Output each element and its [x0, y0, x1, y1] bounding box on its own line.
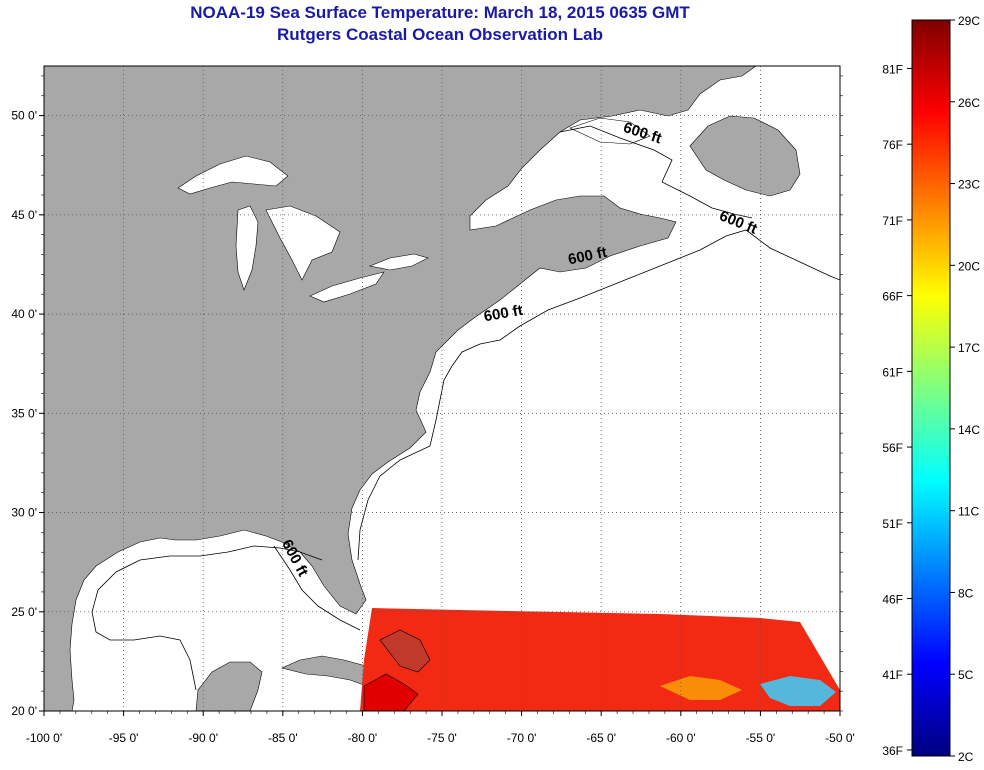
colorbar-f-label: 56F — [882, 441, 903, 455]
colorbar-ramp — [911, 19, 951, 757]
lat-tick-label: 45 0' — [11, 208, 37, 222]
contour-label-600ft: 600 ft — [483, 302, 525, 326]
sst-swath — [360, 608, 840, 711]
colorbar-f-label: 36F — [882, 744, 903, 758]
lon-tick-label: -55 0' — [746, 731, 776, 745]
shelf-contour-gulf — [91, 545, 323, 691]
lake-superior — [177, 155, 289, 195]
map-title: NOAA-19 Sea Surface Temperature: March 1… — [40, 2, 840, 46]
shelf-contour-florida — [273, 545, 361, 631]
colorbar-f-label: 71F — [882, 214, 903, 228]
lake-erie — [309, 271, 385, 303]
colorbar-f-label: 51F — [882, 517, 903, 531]
colorbar-f-label: 61F — [882, 365, 903, 379]
colorbar-c-label: 26C — [958, 96, 980, 110]
latitude-axis: 20 0' 25 0' 30 0' 35 0' 40 0' 45 0' 50 0' — [11, 75, 843, 718]
lon-tick-label: -65 0' — [586, 731, 616, 745]
colorbar-c-label: 11C — [958, 505, 979, 519]
landmass-north-america — [44, 66, 757, 711]
colorbar-c-label: 5C — [958, 668, 974, 682]
island-newfoundland — [689, 115, 801, 197]
colorbar-f-label: 66F — [882, 290, 903, 304]
lat-tick-label: 20 0' — [11, 704, 37, 718]
island-bahamas — [379, 629, 431, 673]
lon-tick-label: -70 0' — [507, 731, 537, 745]
lat-tick-label: 35 0' — [11, 406, 37, 420]
colorbar-f-label: 76F — [882, 138, 903, 152]
lon-tick-label: -100 0' — [26, 731, 62, 745]
lake-huron — [265, 205, 341, 281]
lon-tick-label: -60 0' — [666, 731, 696, 745]
colorbar-fahrenheit-labels: 81F 76F 71F 66F 61F 56F 51F 46F 41F 36F — [882, 62, 912, 758]
lon-tick-label: -95 0' — [109, 731, 139, 745]
lon-tick-label: -90 0' — [188, 731, 218, 745]
lon-tick-label: -85 0' — [268, 731, 298, 745]
island-anticosti — [569, 117, 651, 145]
lat-tick-label: 30 0' — [11, 506, 37, 520]
title-line-1: NOAA-19 Sea Surface Temperature: March 1… — [190, 3, 690, 22]
island-cuba-swath — [363, 673, 419, 711]
colorbar-f-label: 46F — [882, 593, 903, 607]
shelf-contour-north — [559, 125, 753, 219]
lon-tick-label: -80 0' — [348, 731, 378, 745]
lon-tick-label: -75 0' — [427, 731, 457, 745]
lake-michigan — [235, 205, 259, 291]
colorbar-c-label: 23C — [958, 178, 980, 192]
lon-tick-label: -50 0' — [825, 731, 855, 745]
lat-tick-label: 40 0' — [11, 307, 37, 321]
colorbar-c-label: 20C — [958, 259, 980, 273]
title-line-2: Rutgers Coastal Ocean Observation Lab — [277, 25, 603, 44]
colorbar-celsius-labels: 29C 26C 23C 20C 17C 14C 11C 8C 5C 2C — [950, 14, 980, 764]
lat-tick-label: 25 0' — [11, 605, 37, 619]
colorbar-c-label: 2C — [958, 750, 974, 764]
longitude-axis: -100 0' -95 0' -90 0' -85 0' -80 0' -75 0' -70… — [26, 711, 855, 745]
colorbar-f-label: 81F — [882, 62, 903, 76]
colorbar-c-label: 8C — [958, 586, 974, 600]
graticule — [44, 66, 840, 711]
lat-tick-label: 50 0' — [11, 109, 37, 123]
island-yucatan — [195, 661, 263, 711]
colorbar: 29C 26C 23C 20C 17C 14C 11C 8C 5C 2C 81F 76F 71F 66F… — [882, 14, 980, 764]
colorbar-f-label: 41F — [882, 668, 903, 682]
shelf-contour-atlantic — [357, 229, 840, 561]
colorbar-c-label: 17C — [958, 341, 980, 355]
sst-cold-patch — [760, 676, 836, 706]
colorbar-c-label: 14C — [958, 423, 980, 437]
lake-ontario — [368, 253, 429, 271]
colorbar-c-label: 29C — [958, 14, 980, 28]
